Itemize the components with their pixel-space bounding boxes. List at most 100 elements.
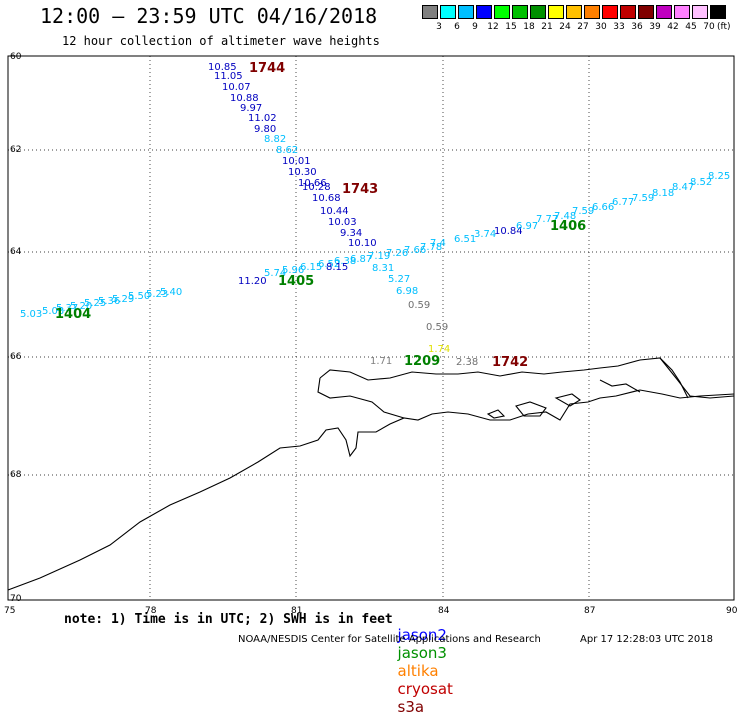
sat-jason2: jason2 (397, 626, 447, 644)
jason2-swh-value: 10.30 (288, 167, 317, 178)
jason2-swh-value: 10.03 (328, 217, 357, 228)
jason2-swh-value: 10.44 (320, 206, 349, 217)
jason2-swh-value: 11.05 (214, 71, 243, 82)
jason2-swh-value: 10.68 (312, 193, 341, 204)
jason3-swh-value: 6.66 (592, 202, 614, 213)
sat-jason3: jason3 (397, 644, 447, 662)
legend-unit: (ft) (717, 22, 731, 32)
satellite-legend: jason2 jason3 altika cryosat s3a (388, 608, 461, 716)
legend-swatch (584, 5, 600, 19)
legend-swatch (710, 5, 726, 19)
jason3-swh-value: 5.36 (98, 296, 120, 307)
jason3-swh-value: 5.23 (146, 289, 168, 300)
pass-number-label: 1405 (278, 274, 314, 289)
legend-swatch (422, 5, 438, 19)
legend-tick-label: 30 (595, 22, 607, 32)
map-title: 12:00 – 23:59 UTC 04/16/2018 (40, 4, 378, 28)
jason3-swh-value: 7.66 (404, 245, 426, 256)
peninsula-edge (317, 377, 405, 419)
legend-swatch (476, 5, 492, 19)
legend-tick-label: 39 (649, 22, 661, 32)
jason3-swh-value: 7.59 (632, 193, 654, 204)
legend-tick-label: 21 (541, 22, 553, 32)
swh-value: 1.71 (370, 356, 392, 367)
legend-tick-label: 3 (436, 22, 442, 32)
island-3 (486, 409, 506, 419)
jason3-swh-value: 6.87 (350, 254, 372, 265)
legend-swatch (566, 5, 582, 19)
jason3-swh-value: 5.40 (160, 287, 182, 298)
sat-altika: altika (397, 662, 439, 680)
legend-swatch (620, 5, 636, 19)
legend-swatch (602, 5, 618, 19)
legend-swatch (512, 5, 528, 19)
lat-label: 62 (10, 145, 22, 155)
legend-swatch (458, 5, 474, 19)
lon-label: 81 (291, 606, 303, 616)
legend-swatch (656, 5, 672, 19)
jason2-swh-value: 10.07 (222, 82, 251, 93)
pass-number-label: 1209 (404, 354, 440, 369)
jason3-swh-value: 5.50 (128, 291, 150, 302)
jason3-swh-value: 7.48 (554, 211, 576, 222)
lat-label: 68 (10, 470, 22, 480)
jason2-swh-value: 11.02 (248, 113, 277, 124)
sat-s3a: s3a (397, 698, 425, 716)
jason3-swh-value: 8.18 (652, 188, 674, 199)
jason2-swh-value: 0.59 (426, 322, 448, 333)
jason3-swh-value: 11.20 (238, 276, 267, 287)
map-subtitle: 12 hour collection of altimeter wave hei… (62, 34, 380, 48)
legend-swatch (494, 5, 510, 19)
jason2-swh-value: 2.38 (456, 357, 478, 368)
lon-label: 78 (145, 606, 157, 616)
jason2-swh-value: 9.97 (240, 103, 262, 114)
lat-label: 66 (10, 352, 22, 362)
pass-number-label: 1404 (55, 307, 91, 322)
legend-tick-label: 15 (505, 22, 517, 32)
jason2-swh-value: 0.59 (408, 300, 430, 311)
legend-swatch (692, 5, 708, 19)
legend-tick-label: 42 (667, 22, 679, 32)
jason3-swh-value: 7.26 (386, 248, 408, 259)
jason2-swh-value: 8.62 (276, 145, 298, 156)
legend-tick-label: 18 (523, 22, 535, 32)
legend-tick-label: 45 (685, 22, 697, 32)
sat-cryosat: cryosat (397, 680, 453, 698)
jason2-swh-value: 10.66 (298, 178, 327, 189)
legend-tick-label: 33 (613, 22, 625, 32)
jason3-swh-value: 8.15 (326, 262, 348, 273)
jason2-swh-value: 8.31 (372, 263, 394, 274)
legend-swatch (638, 5, 654, 19)
legend-tick-label: 24 (559, 22, 571, 32)
jason3-swh-value: 8.52 (690, 177, 712, 188)
jason3-swh-value: 6.97 (516, 221, 538, 232)
jason3-swh-value: 5.37 (56, 303, 78, 314)
jason2-swh-value: 1.74 (428, 344, 450, 355)
island-1 (515, 401, 547, 417)
legend-swatch (530, 5, 546, 19)
jason2-swh-value: 9.80 (254, 124, 276, 135)
legend-swatch (440, 5, 456, 19)
credit-line: NOAA/NESDIS Center for Satellite Applica… (238, 634, 541, 645)
jason3-swh-value: 7.4 (430, 238, 446, 249)
generated-timestamp: Apr 17 12:28:03 UTC 2018 (580, 634, 713, 645)
east-coast (659, 357, 735, 399)
pass-number-label: 1744 (249, 61, 285, 76)
jason3-swh-value: 5.20 (70, 301, 92, 312)
lon-label: 90 (726, 606, 738, 616)
jason3-swh-value: 7.78 (420, 242, 442, 253)
jason3-swh-value: 5.03 (42, 306, 64, 317)
jason3-swh-value: 7.77 (536, 214, 558, 225)
lon-label: 84 (438, 606, 450, 616)
jason3-swh-value: 8.25 (708, 171, 730, 182)
lat-label: 70 (10, 594, 22, 604)
legend-swatch (674, 5, 690, 19)
inlet (599, 379, 641, 393)
pass-number-label: 1743 (342, 182, 378, 197)
legend-tick-label: 6 (454, 22, 460, 32)
taymyr-coast (319, 357, 689, 399)
jason3-swh-value: 6.15 (300, 262, 322, 273)
jason3-swh-value: 5.74 (264, 268, 286, 279)
footer-note: note: 1) Time is in UTC; 2) SWH is in fe… (64, 612, 393, 627)
jason3-swh-value: 6.51 (454, 234, 476, 245)
